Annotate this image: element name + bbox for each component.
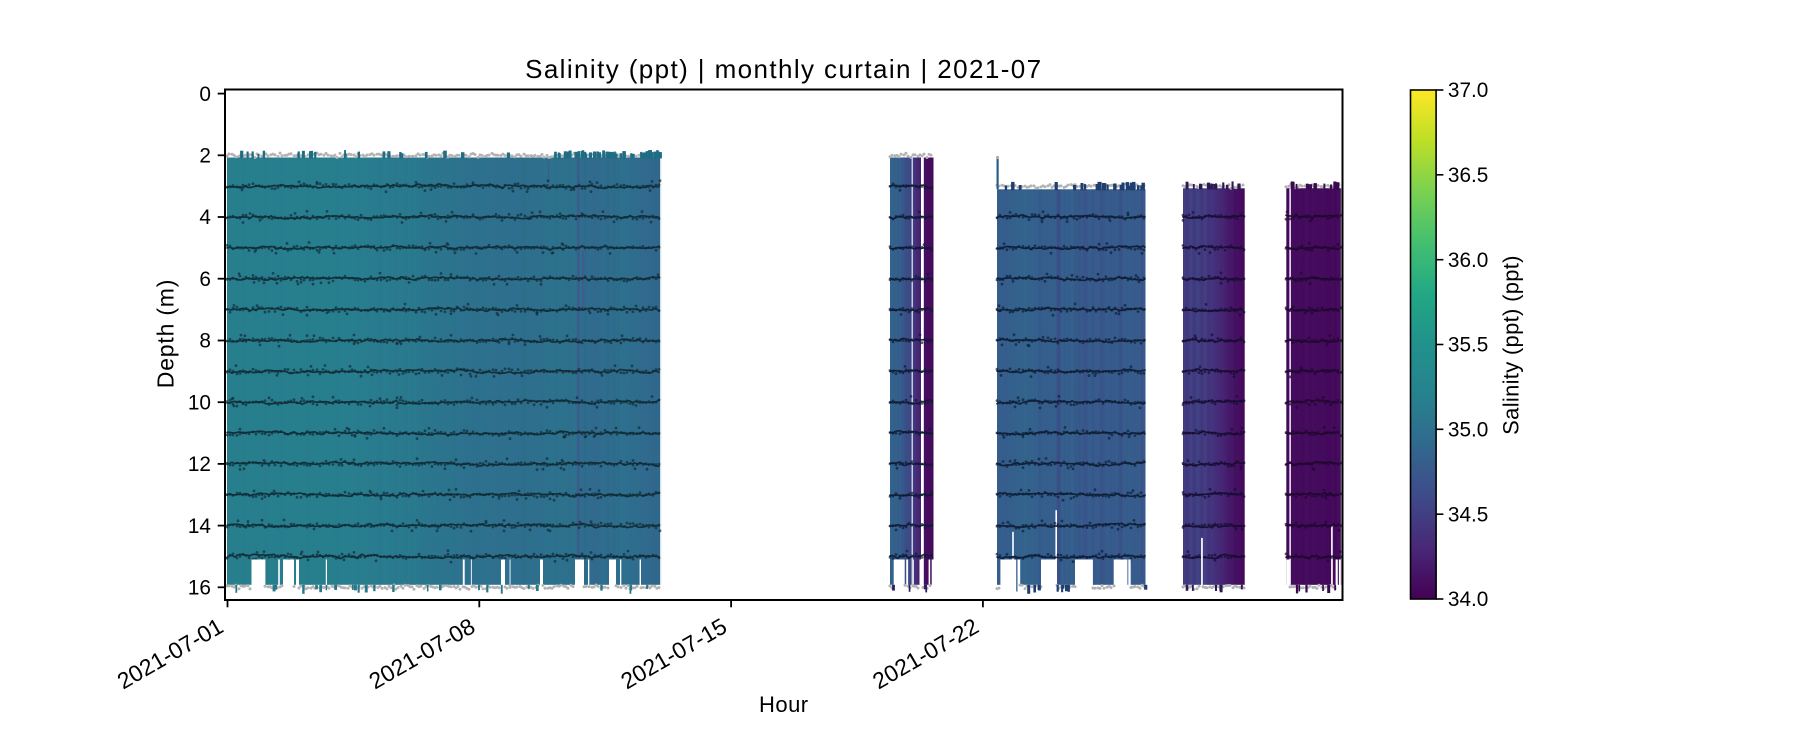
svg-text:37.0: 37.0 bbox=[1448, 79, 1488, 102]
svg-text:Depth (m): Depth (m) bbox=[153, 279, 179, 388]
svg-text:35.0: 35.0 bbox=[1448, 419, 1488, 442]
svg-text:12: 12 bbox=[188, 453, 211, 476]
svg-text:34.0: 34.0 bbox=[1448, 588, 1488, 611]
svg-text:16: 16 bbox=[188, 577, 211, 600]
svg-text:36.0: 36.0 bbox=[1448, 249, 1488, 272]
svg-text:35.5: 35.5 bbox=[1448, 334, 1488, 357]
svg-text:2: 2 bbox=[199, 145, 211, 168]
svg-text:6: 6 bbox=[199, 268, 211, 291]
svg-text:8: 8 bbox=[199, 330, 211, 353]
svg-text:Salinity (ppt) (ppt): Salinity (ppt) (ppt) bbox=[1499, 255, 1524, 435]
svg-text:34.5: 34.5 bbox=[1448, 503, 1488, 526]
svg-text:36.5: 36.5 bbox=[1448, 164, 1488, 187]
svg-text:Salinity (ppt) | monthly curta: Salinity (ppt) | monthly curtain | 2021-… bbox=[525, 54, 1042, 84]
svg-text:4: 4 bbox=[199, 206, 211, 229]
svg-text:10: 10 bbox=[188, 391, 211, 414]
svg-text:14: 14 bbox=[188, 515, 211, 538]
svg-text:0: 0 bbox=[199, 83, 211, 106]
svg-text:Hour: Hour bbox=[759, 692, 809, 717]
